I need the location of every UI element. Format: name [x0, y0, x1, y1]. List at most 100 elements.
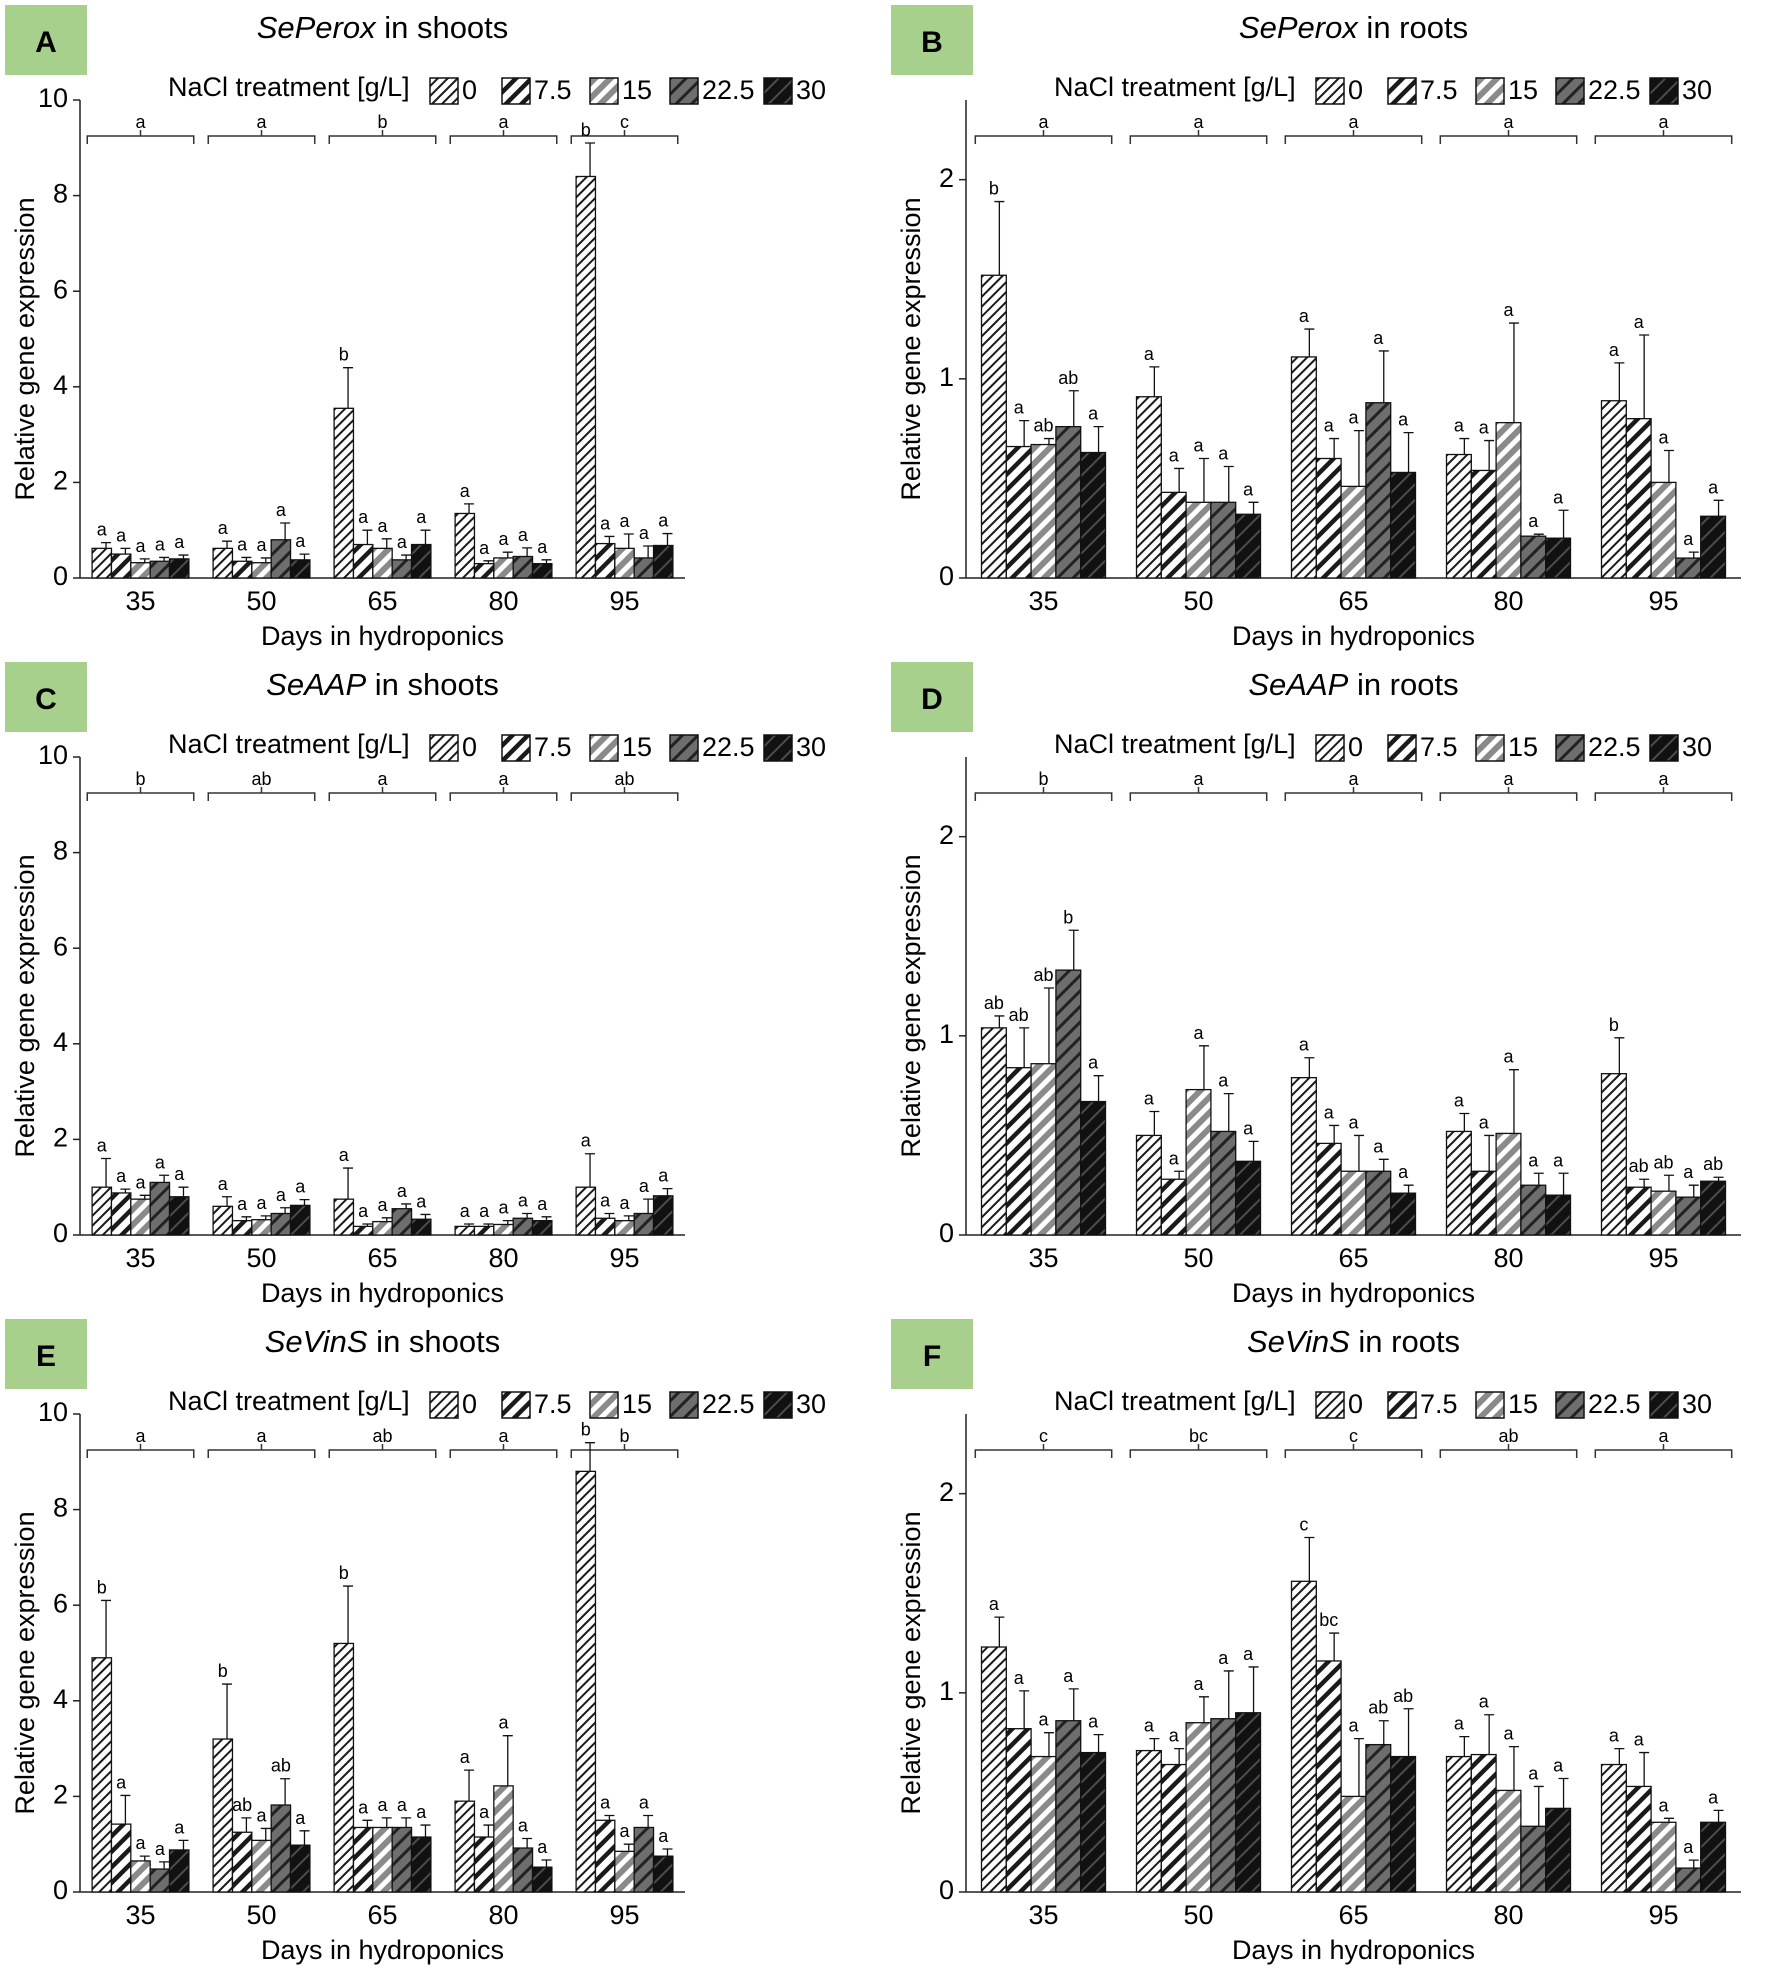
- significance-letter: a: [155, 1839, 166, 1859]
- error-bar: [280, 1207, 291, 1214]
- error-bar: [1403, 431, 1414, 473]
- group-letter: b: [619, 1426, 629, 1446]
- significance-letter: a: [479, 1201, 490, 1221]
- panels: A SePerox in shoots NaCl treatment [g/L] 0 7…: [5, 5, 1741, 1965]
- error-bar: [643, 1814, 654, 1828]
- error-bar: [522, 1837, 533, 1849]
- bar-22.5-day-35: [149, 1868, 171, 1893]
- significance-letter: a: [1299, 1035, 1310, 1055]
- legend: NaCl treatment [g/L] 0 7.5 15 22.5 30: [1054, 1386, 1712, 1419]
- bar-15-day-50: [251, 562, 272, 579]
- error-bar: [343, 1585, 354, 1644]
- error-bar: [483, 1223, 494, 1227]
- bar-7.5-day-50: [1160, 1763, 1187, 1893]
- bar-0-day-95: [575, 175, 597, 579]
- bar-22.5-day-80: [1520, 1825, 1547, 1893]
- group-letter: a: [1193, 769, 1204, 789]
- error-bar: [1713, 1176, 1724, 1182]
- legend-label-22.5: 22.5: [702, 732, 755, 762]
- significance-letter: a: [460, 1747, 471, 1767]
- error-bar: [1614, 362, 1625, 401]
- group-letter: a: [1658, 1426, 1669, 1446]
- bar-15-day-35: [1030, 443, 1057, 579]
- legend-label-7.5: 7.5: [534, 1389, 572, 1419]
- error-bar: [1558, 1172, 1569, 1196]
- significance-letter: a: [639, 1176, 650, 1196]
- legend-swatch-22.5: [1555, 1391, 1585, 1419]
- error-bar: [420, 529, 431, 545]
- bar-30-day-35: [168, 558, 190, 579]
- error-bar: [541, 1216, 552, 1221]
- error-bar: [662, 532, 673, 546]
- significance-letter: bc: [1319, 1610, 1338, 1630]
- group-bracket: [974, 787, 1113, 801]
- legend-label-30: 30: [1682, 732, 1712, 762]
- gene-name: SeAAP: [266, 667, 366, 702]
- significance-letter: a: [1479, 1112, 1490, 1132]
- significance-letter: ab: [1653, 1152, 1673, 1172]
- bar-22.5-day-50: [1210, 501, 1237, 579]
- error-bar: [1149, 1737, 1160, 1751]
- bar-15-day-80: [1495, 1789, 1522, 1893]
- error-bar: [1688, 1184, 1699, 1198]
- bar-30-day-50: [1235, 1712, 1262, 1893]
- legend-title: NaCl treatment [g/L]: [1054, 729, 1296, 759]
- legend-label-22.5: 22.5: [702, 1389, 755, 1419]
- error-bar: [483, 1824, 494, 1838]
- significance-letter: a: [416, 1802, 427, 1822]
- panel-label-box: [891, 5, 973, 75]
- legend: NaCl treatment [g/L] 0 7.5 15 22.5 30: [168, 1386, 826, 1419]
- y-tick-label: 0: [53, 1218, 68, 1248]
- y-tick-label: 4: [53, 1684, 68, 1714]
- group-bracket: [207, 787, 316, 801]
- y-axis-label: Relative gene expression: [10, 854, 40, 1157]
- bar-7.5-day-50: [231, 560, 253, 579]
- legend-label-7.5: 7.5: [534, 75, 572, 105]
- bar-22.5-day-50: [270, 1212, 292, 1236]
- error-bar: [1353, 1134, 1364, 1172]
- group-bracket: [207, 130, 316, 144]
- bar-30-day-50: [289, 1844, 311, 1893]
- error-bar: [343, 1167, 354, 1200]
- group-letter: ab: [372, 1426, 392, 1446]
- significance-letter: a: [1169, 1148, 1180, 1168]
- significance-letter: a: [416, 1191, 427, 1211]
- gene-name: SeAAP: [1248, 667, 1348, 702]
- bar-30-day-50: [1235, 513, 1262, 579]
- y-tick-label: 1: [939, 362, 954, 392]
- bar-15-day-35: [130, 1860, 151, 1893]
- bar-0-day-80: [1445, 1755, 1472, 1893]
- legend-title: NaCl treatment [g/L]: [1054, 72, 1296, 102]
- y-tick-label: 2: [939, 163, 954, 193]
- legend-title: NaCl treatment [g/L]: [168, 72, 410, 102]
- group-bracket: [449, 130, 558, 144]
- panel-C: C SeAAP in shoots NaCl treatment [g/L] 0 7.5…: [5, 662, 826, 1308]
- bar-15-day-35: [1030, 1755, 1057, 1893]
- significance-letter: ab: [1009, 1005, 1029, 1025]
- legend-swatch-15: [1475, 734, 1505, 762]
- x-tick-label-50: 50: [246, 1900, 276, 1930]
- bar-7.5-day-35: [1005, 1067, 1032, 1236]
- error-bar: [178, 1839, 189, 1850]
- error-bar: [502, 551, 513, 558]
- group-letter: a: [135, 112, 146, 132]
- bar-0-day-95: [1600, 400, 1627, 579]
- group-bracket: [1439, 787, 1578, 801]
- error-bar: [1508, 1069, 1519, 1134]
- bar-22.5-day-35: [149, 560, 171, 579]
- bar-0-day-80: [1445, 453, 1472, 579]
- significance-letter: a: [658, 1166, 669, 1186]
- legend-label-22.5: 22.5: [1588, 1389, 1641, 1419]
- significance-letter: b: [339, 1563, 349, 1583]
- legend-label-22.5: 22.5: [1588, 75, 1641, 105]
- error-bar: [241, 1817, 252, 1833]
- bar-7.5-day-95: [594, 1217, 616, 1236]
- error-bar: [362, 1223, 373, 1227]
- bar-30-day-95: [1700, 515, 1727, 579]
- gene-name: SePerox: [1239, 10, 1359, 45]
- x-tick-label-95: 95: [1648, 1243, 1678, 1273]
- group-letter: a: [256, 1426, 267, 1446]
- significance-letter: a: [1088, 1712, 1099, 1732]
- significance-letter: ab: [1033, 965, 1053, 985]
- significance-letter: a: [1503, 1724, 1514, 1744]
